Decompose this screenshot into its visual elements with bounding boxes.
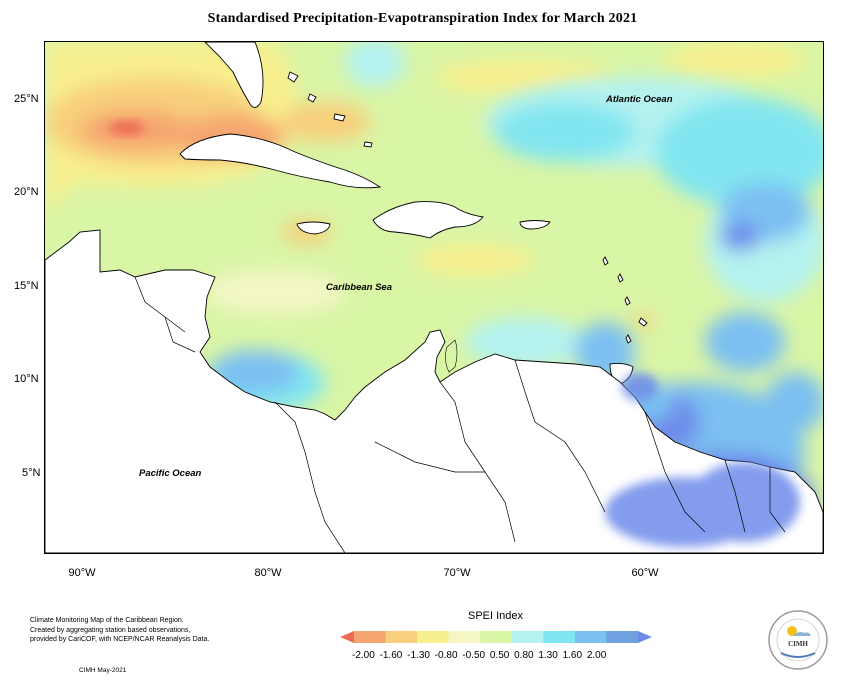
land-masses: [45, 42, 823, 553]
label-atlantic-ocean: Atlantic Ocean: [606, 94, 673, 105]
land-cuba: [179, 133, 382, 189]
land-hispaniola: [372, 201, 484, 239]
country-borders: [134, 276, 786, 553]
lat-label-25n: 25°N: [14, 93, 39, 105]
lat-label-20n: 20°N: [14, 186, 39, 198]
legend-class-6: [511, 631, 544, 643]
land-mainland: [45, 229, 823, 553]
legend-class-9: [606, 631, 639, 643]
cloud-icon: [793, 632, 811, 636]
legend-title: SPEI Index: [468, 610, 524, 622]
lon-label-60w: 60°W: [631, 567, 659, 579]
land-lesser-antilles: [602, 256, 648, 344]
land-puerto-rico: [519, 220, 551, 230]
label-caribbean-sea: Caribbean Sea: [326, 282, 392, 293]
map-area: [44, 41, 824, 554]
legend-class-3: [417, 631, 450, 643]
map-title: Standardised Precipitation-Evapotranspir…: [207, 11, 638, 26]
legend-labels: -2.00 -1.60 -1.30 -0.80 -0.50 0.50 0.80 …: [352, 650, 607, 661]
spei-map: [45, 42, 823, 553]
credits-line-1: Climate Monitoring Map of the Caribbean …: [30, 617, 184, 624]
lon-label-70w: 70°W: [443, 567, 471, 579]
legend-class-7: [543, 631, 576, 643]
legend-class-0: [340, 631, 354, 643]
lat-label-15n: 15°N: [14, 280, 39, 292]
credits-date: CIMH May-2021: [79, 667, 127, 674]
land-florida: [204, 42, 264, 108]
legend-class-1: [354, 631, 387, 643]
legend-class-4: [448, 631, 481, 643]
land-bahamas: [287, 71, 373, 148]
legend-colorbar: [340, 628, 652, 651]
label-pacific-ocean: Pacific Ocean: [139, 468, 202, 479]
lon-label-80w: 80°W: [254, 567, 282, 579]
legend-class-2: [385, 631, 418, 643]
credits-line-2: Created by aggregating station based obs…: [30, 626, 191, 634]
legend-class-5: [480, 631, 513, 643]
lat-label-10n: 10°N: [14, 373, 39, 385]
dry-anomaly-zones: [45, 42, 805, 330]
cimh-logo: CIMH: [767, 609, 829, 671]
lon-label-90w: 90°W: [68, 567, 96, 579]
legend-class-10: [638, 631, 652, 643]
lat-label-5n: 5°N: [22, 467, 41, 479]
credits-text: Climate Monitoring Map of the Caribbean …: [30, 616, 209, 645]
legend-class-8: [574, 631, 607, 643]
sun-icon: [787, 626, 797, 636]
logo-text: CIMH: [788, 640, 808, 648]
credits-line-3: provided by CariCOF, with NCEP/NCAR Rean…: [30, 636, 210, 643]
land-jamaica: [296, 221, 331, 235]
